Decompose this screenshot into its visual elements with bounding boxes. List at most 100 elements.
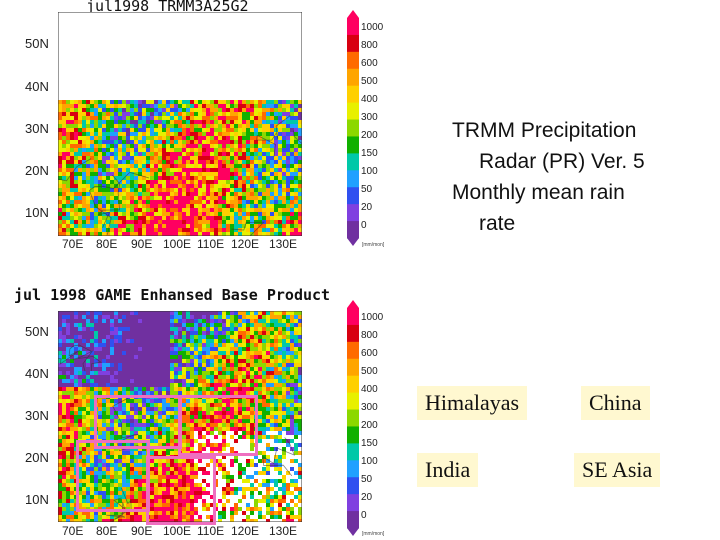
map-cell <box>218 184 222 188</box>
map-cell <box>114 60 118 64</box>
map-cell <box>230 371 234 375</box>
map-cell <box>150 32 154 36</box>
map-cell <box>250 176 254 180</box>
map-cell <box>242 84 246 88</box>
map-cell <box>218 172 222 176</box>
map-cell <box>290 399 294 403</box>
map-cell <box>78 24 82 28</box>
map-cell <box>114 144 118 148</box>
map-cell <box>230 196 234 200</box>
map-cell <box>202 359 206 363</box>
map-cell <box>134 311 138 315</box>
map-cell <box>142 124 146 128</box>
map-cell <box>290 60 294 64</box>
map-cell <box>286 12 290 16</box>
map-cell <box>262 148 266 152</box>
map-cell <box>218 319 222 323</box>
map-cell <box>262 172 266 176</box>
map-cell <box>222 20 226 24</box>
map-cell <box>170 12 174 16</box>
map-cell <box>178 44 182 48</box>
map-cell <box>290 395 294 399</box>
map-cell <box>86 232 90 236</box>
map-cell <box>142 383 146 387</box>
map-cell <box>90 232 94 236</box>
map-cell <box>258 216 262 220</box>
map-cell <box>146 160 150 164</box>
map-cell <box>222 347 226 351</box>
map-cell <box>282 387 286 391</box>
map-cell <box>110 164 114 168</box>
map-cell <box>90 116 94 120</box>
map-cell <box>142 168 146 172</box>
map-cell <box>134 363 138 367</box>
map-cell <box>86 371 90 375</box>
map-cell <box>142 315 146 319</box>
map-cell <box>174 184 178 188</box>
map-cell <box>146 391 150 395</box>
map-cell <box>290 216 294 220</box>
map-cell <box>102 120 106 124</box>
map-cell <box>70 184 74 188</box>
map-cell <box>178 224 182 228</box>
map-cell <box>214 120 218 124</box>
map-cell <box>186 44 190 48</box>
map-cell <box>246 403 250 407</box>
map-cell <box>282 56 286 60</box>
map-cell <box>90 228 94 232</box>
map-cell <box>262 104 266 108</box>
map-cell <box>242 355 246 359</box>
map-cell <box>266 228 270 232</box>
map-cell <box>150 319 154 323</box>
map-cell <box>230 168 234 172</box>
map-cell <box>286 64 290 68</box>
map-cell <box>114 96 118 100</box>
map-cell <box>78 76 82 80</box>
map-cell <box>290 351 294 355</box>
map-cell <box>186 220 190 224</box>
map-cell <box>98 371 102 375</box>
map-cell <box>238 232 242 236</box>
map-cell <box>238 116 242 120</box>
map-cell <box>214 319 218 323</box>
map-cell <box>130 168 134 172</box>
map-cell <box>174 379 178 383</box>
map-cell <box>190 76 194 80</box>
map-cell <box>90 224 94 228</box>
map-cell <box>282 371 286 375</box>
map-cell <box>182 224 186 228</box>
bottom-precip-map <box>58 311 302 522</box>
map-cell <box>126 64 130 68</box>
map-cell <box>102 44 106 48</box>
map-cell <box>206 188 210 192</box>
map-cell <box>266 52 270 56</box>
map-cell <box>194 144 198 148</box>
map-cell <box>206 359 210 363</box>
map-cell <box>94 220 98 224</box>
map-cell <box>286 232 290 236</box>
map-cell <box>194 204 198 208</box>
map-cell <box>254 28 258 32</box>
map-cell <box>218 128 222 132</box>
colorbar-label: 50 <box>361 184 373 195</box>
map-cell <box>202 28 206 32</box>
map-cell <box>102 116 106 120</box>
map-cell <box>262 80 266 84</box>
map-cell <box>130 148 134 152</box>
map-cell <box>154 104 158 108</box>
map-cell <box>230 228 234 232</box>
map-cell <box>222 84 226 88</box>
map-cell <box>298 180 302 184</box>
map-cell <box>90 140 94 144</box>
map-cell <box>118 52 122 56</box>
map-cell <box>158 371 162 375</box>
map-cell <box>222 323 226 327</box>
map-cell <box>118 383 122 387</box>
map-cell <box>214 347 218 351</box>
map-cell <box>158 319 162 323</box>
map-cell <box>198 72 202 76</box>
map-cell <box>98 355 102 359</box>
map-cell <box>250 16 254 20</box>
map-cell <box>194 152 198 156</box>
map-cell <box>298 192 302 196</box>
